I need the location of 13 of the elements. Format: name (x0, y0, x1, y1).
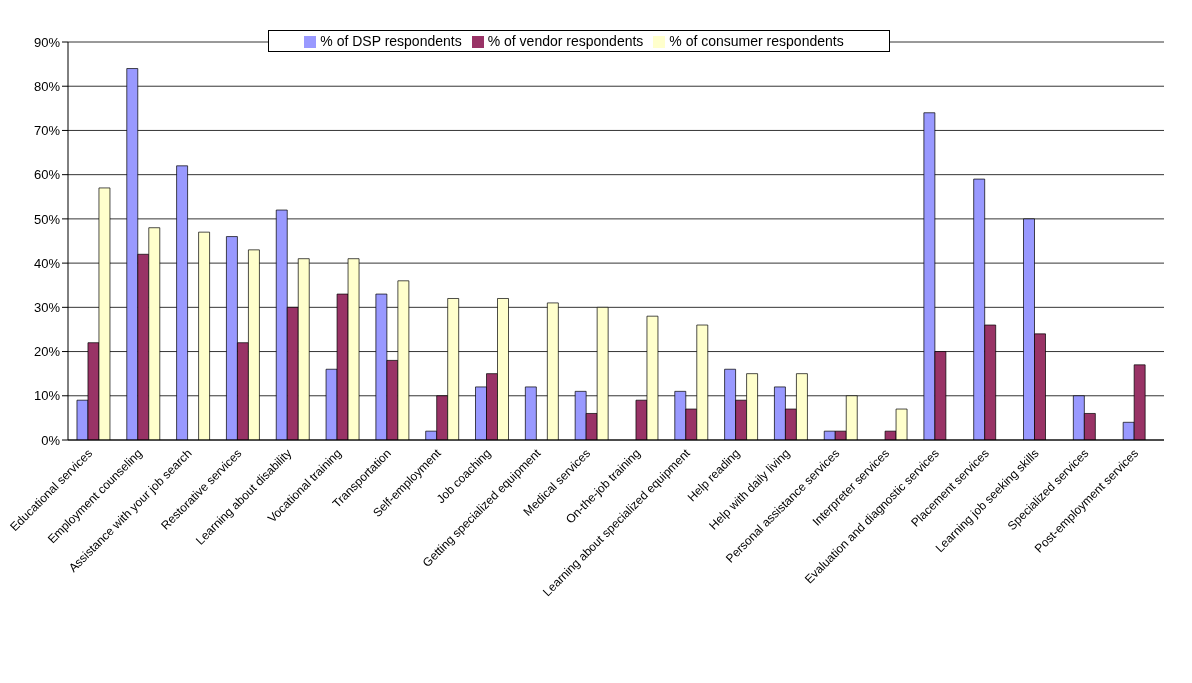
legend-label: % of consumer respondents (669, 33, 844, 49)
y-tick-label: 50% (33, 211, 61, 227)
y-tick-label: 70% (33, 123, 61, 139)
y-tick-label: 0% (41, 432, 61, 448)
y-tick-label: 60% (33, 167, 61, 183)
legend-label: % of DSP respondents (320, 33, 462, 49)
y-tick-label: 20% (33, 344, 61, 360)
y-tick-label: 30% (33, 299, 61, 315)
y-tick-label: 10% (33, 388, 61, 404)
y-tick-label: 80% (33, 78, 61, 94)
y-tick-label: 40% (33, 255, 61, 271)
legend-label: % of vendor respondents (487, 33, 644, 49)
y-tick-label: 90% (33, 34, 61, 50)
